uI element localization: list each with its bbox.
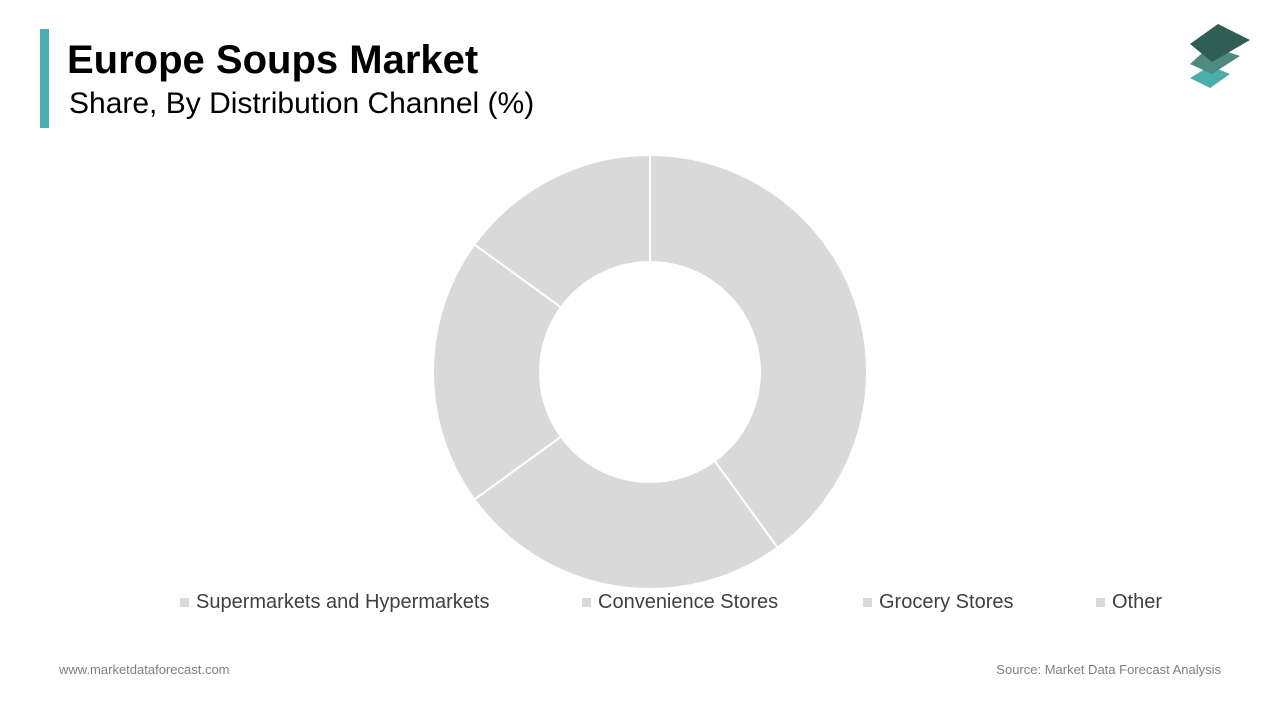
- donut-slice-other: [473, 153, 651, 309]
- legend-item: Supermarkets and Hypermarkets: [180, 590, 489, 614]
- legend-swatch: [180, 597, 189, 607]
- page-subtitle: Share, By Distribution Channel (%): [69, 87, 535, 120]
- donut-slice-convenience-stores: [473, 435, 779, 590]
- legend-swatch: [863, 597, 872, 607]
- donut-slice-grocery-stores: [432, 243, 563, 501]
- page-title: Europe Soups Market: [67, 38, 479, 82]
- legend-label: Grocery Stores: [879, 591, 1014, 613]
- title-accent-bar: [40, 29, 49, 128]
- legend-label: Convenience Stores: [598, 591, 779, 613]
- footer-source: Source: Market Data Forecast Analysis: [996, 662, 1221, 677]
- legend-swatch: [582, 597, 591, 607]
- stacked-layers-icon: [1190, 24, 1250, 88]
- chart-legend: Supermarkets and Hypermarkets Convenience…: [0, 590, 1280, 614]
- logo-layer-top: [1190, 24, 1250, 62]
- footer-website: www.marketdataforecast.com: [59, 662, 230, 677]
- legend-item: Grocery Stores: [863, 590, 1013, 614]
- logo-layer-bottom: [1190, 66, 1230, 88]
- legend-swatch: [1096, 597, 1105, 607]
- donut-slice-supermarkets-and-hypermarkets: [649, 153, 868, 549]
- legend-label: Supermarkets and Hypermarkets: [196, 591, 490, 613]
- legend-label: Other: [1112, 591, 1163, 613]
- legend-item: Other: [1096, 590, 1162, 614]
- legend-item: Convenience Stores: [582, 590, 778, 614]
